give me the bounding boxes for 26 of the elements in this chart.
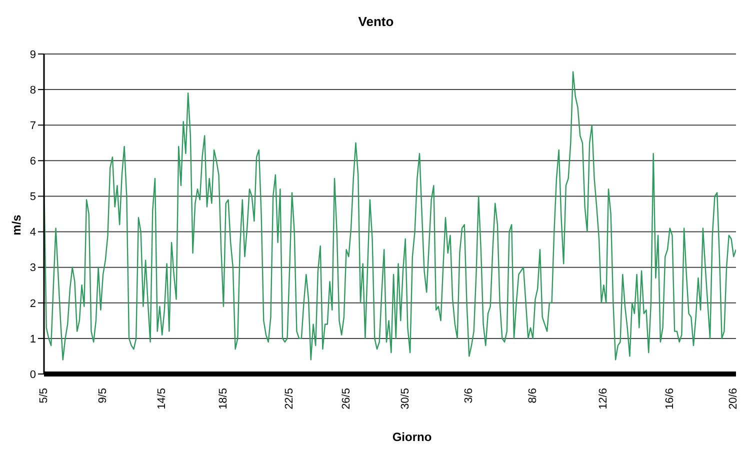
y-tick-label: 8 (30, 84, 36, 96)
y-tick-label: 3 (30, 262, 36, 274)
x-tick-label: 30/5 (399, 388, 412, 410)
x-tick-label: 14/5 (156, 388, 168, 410)
x-tick-label: 22/5 (284, 388, 296, 410)
y-tick-label: 4 (30, 226, 36, 239)
x-tick-label: 8/6 (526, 388, 539, 404)
y-tick-label: 9 (30, 48, 36, 61)
x-tick-label: 16/6 (664, 388, 676, 410)
line-series (44, 71, 736, 360)
x-axis-title: Giorno (391, 430, 433, 444)
y-tick-label: 0 (30, 368, 36, 381)
y-axis-title: m/s (9, 214, 24, 236)
x-tick-label: 5/5 (38, 388, 50, 404)
x-tick-label: 18/5 (217, 388, 230, 410)
x-tick-label: 9/5 (97, 388, 110, 404)
chart-title: Vento (357, 14, 395, 29)
x-tick-label: 20/6 (728, 388, 740, 410)
x-tick-label: 3/6 (463, 388, 476, 404)
x-tick-label: 26/5 (340, 388, 352, 410)
y-tick-label: 6 (30, 156, 36, 168)
y-tick-label: 7 (30, 120, 36, 132)
y-tick-label: 5 (30, 191, 36, 204)
y-tick-label: 1 (30, 333, 36, 346)
y-tick-label: 2 (30, 298, 36, 310)
x-tick-label: 12/6 (598, 388, 610, 410)
